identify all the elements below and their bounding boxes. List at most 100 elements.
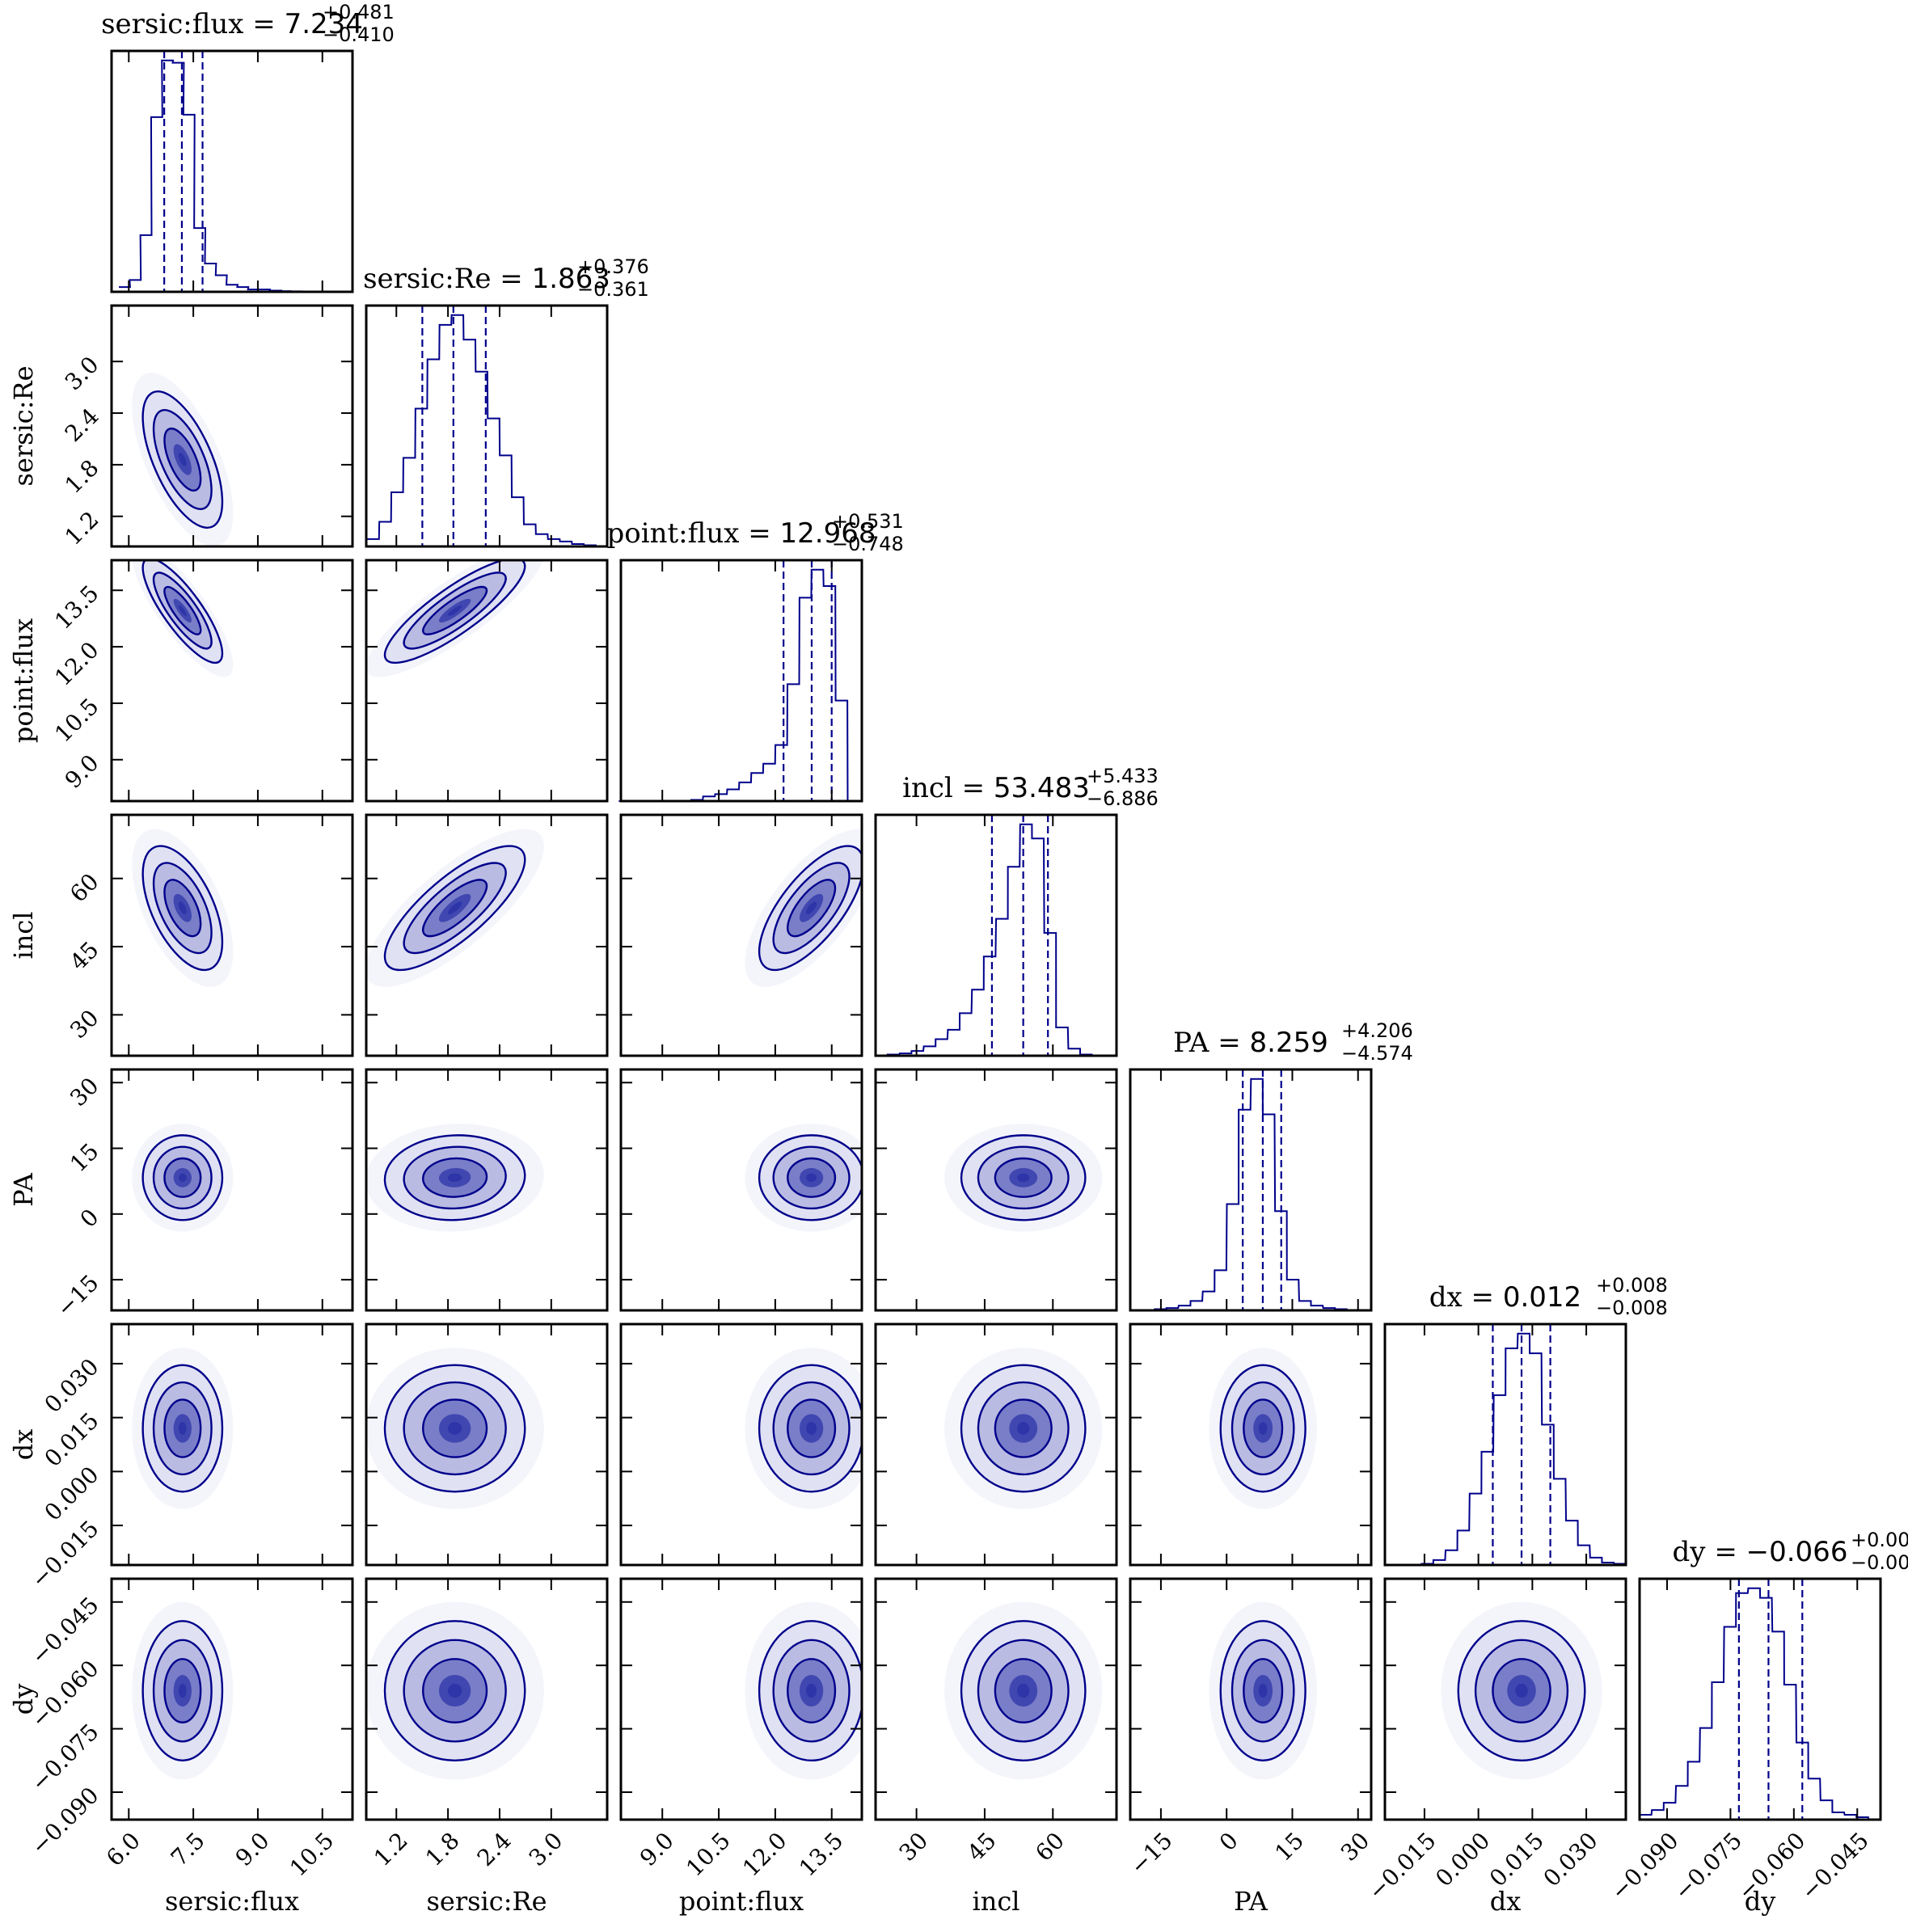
y-axis-label: dy xyxy=(8,1684,39,1715)
y-tick-label: 3.0 xyxy=(60,351,104,395)
panel-frame xyxy=(110,304,354,548)
y-axis-label: PA xyxy=(8,1172,39,1207)
title-error-plus: +0.008 xyxy=(1851,1529,1908,1551)
panel-frame xyxy=(1383,1577,1627,1821)
histogram-line xyxy=(367,314,608,547)
x-axis-label: PA xyxy=(1234,1886,1268,1917)
density-shade-5 xyxy=(806,1422,817,1435)
title-error-minus: −0.748 xyxy=(832,533,904,555)
x-tick-label: 13.5 xyxy=(794,1827,848,1881)
histogram-line xyxy=(1385,1332,1627,1566)
panel-sersic-flux-hist: sersic:flux = 7.234+0.481−0.410 xyxy=(101,1,395,293)
panel-frame xyxy=(1129,1322,1373,1567)
title-error-minus: −4.574 xyxy=(1341,1042,1413,1065)
contour-line-2 xyxy=(383,560,526,664)
x-tick-label: −0.090 xyxy=(1606,1827,1684,1905)
x-tick-label: 0.015 xyxy=(1484,1827,1549,1892)
density-group xyxy=(132,1124,234,1232)
title-error-plus: +0.481 xyxy=(323,1,395,23)
density-shade-5 xyxy=(178,605,187,616)
contour-line-0 xyxy=(422,1658,488,1723)
density-shade-5 xyxy=(1017,1422,1030,1435)
panel-frame xyxy=(110,813,354,1057)
contour-line-1 xyxy=(977,1639,1070,1743)
density-shade-5 xyxy=(1515,1683,1528,1698)
density-shade-5 xyxy=(447,1422,462,1435)
contour-line-0 xyxy=(787,1157,837,1198)
contour-line-1 xyxy=(403,572,507,650)
contour-line-0 xyxy=(163,1157,202,1198)
contour-line-0 xyxy=(1492,1658,1551,1723)
contour-line-0 xyxy=(994,1658,1053,1723)
title-median: 12.968 xyxy=(780,517,876,550)
panel-frame xyxy=(1129,1577,1373,1821)
density-group xyxy=(366,1348,544,1509)
contour-line-0 xyxy=(163,427,202,492)
title-error-minus: −0.410 xyxy=(323,23,395,46)
x-axis-label: dy xyxy=(1745,1886,1776,1917)
density-shade-5 xyxy=(178,1422,187,1435)
title-prefix: PA = xyxy=(1173,1027,1249,1059)
histogram-line xyxy=(876,823,1117,1057)
contour-line-1 xyxy=(403,1381,507,1476)
panel-frame xyxy=(874,1322,1118,1567)
panel-title-pa: PA = 8.259 xyxy=(1173,1027,1328,1059)
y-axis-label: dx xyxy=(8,1429,39,1461)
panel-frame xyxy=(110,1322,354,1567)
title-prefix: incl = xyxy=(902,772,994,804)
contour-line-0 xyxy=(422,879,488,938)
panel-point-flux-hist: point:flux = 12.968+0.531−0.748 xyxy=(607,510,904,803)
y-tick-label: 0 xyxy=(75,1204,104,1233)
contour-line-1 xyxy=(152,409,213,511)
panel-frame xyxy=(874,1577,1118,1821)
density-shade-5 xyxy=(178,453,187,466)
panel-frame xyxy=(365,1577,609,1821)
histogram-line xyxy=(618,568,860,802)
contour-line-0 xyxy=(163,1398,202,1458)
title-median: −0.066 xyxy=(1746,1536,1848,1568)
title-median: 8.259 xyxy=(1250,1027,1328,1059)
density-group xyxy=(132,1601,234,1780)
contour-line-1 xyxy=(152,1639,213,1743)
x-tick-label: 7.5 xyxy=(166,1827,210,1871)
contour-line-1 xyxy=(772,862,851,955)
contour-line-2 xyxy=(1457,1620,1586,1762)
density-group xyxy=(745,1124,862,1232)
contour-line-0 xyxy=(163,585,202,635)
density-shade-5 xyxy=(178,1173,187,1183)
panel-pa-hist: PA = 8.259 +4.206−4.574 xyxy=(1129,1019,1413,1312)
title-error-minus: −0.007 xyxy=(1851,1551,1908,1574)
contour-line-2 xyxy=(141,1134,224,1221)
x-tick-label: −0.045 xyxy=(1796,1827,1874,1905)
panel-frame xyxy=(1638,1577,1882,1821)
panel-frame xyxy=(365,1068,609,1312)
contour-line-2 xyxy=(758,845,862,972)
panel-dx-hist: dx = 0.012 +0.008−0.008 xyxy=(1383,1274,1668,1567)
panel-point-flux-vs-incl xyxy=(619,813,863,1057)
contour-line-2 xyxy=(141,845,224,972)
panel-sersic-re-vs-incl xyxy=(365,813,609,1057)
x-tick-label: 10.5 xyxy=(285,1827,339,1881)
title-prefix: dx = xyxy=(1429,1281,1503,1314)
density-shade-5 xyxy=(1017,1683,1030,1698)
contour-line-1 xyxy=(403,1145,507,1210)
y-tick-label: −15 xyxy=(51,1269,103,1322)
x-tick-label: −0.075 xyxy=(1669,1827,1747,1905)
x-tick-label: 12.0 xyxy=(737,1827,791,1881)
x-tick-label: 6.0 xyxy=(101,1827,146,1871)
panel-title-dx: dx = 0.012 xyxy=(1429,1281,1581,1314)
title-error-plus: +4.206 xyxy=(1341,1019,1413,1042)
contour-line-1 xyxy=(152,1381,213,1476)
title-error-minus: −0.361 xyxy=(577,278,649,301)
corner-panels: sersic:flux = 7.234+0.481−0.410 1.21.82.4… xyxy=(8,1,1908,1917)
y-tick-label: −0.045 xyxy=(26,1592,104,1670)
panel-frame xyxy=(365,813,609,1057)
x-tick-label: 9.0 xyxy=(230,1827,275,1871)
panel-frame xyxy=(874,813,1118,1057)
density-group xyxy=(1209,1348,1317,1509)
density-shade-5 xyxy=(447,1173,462,1183)
panel-sersic-re-vs-dy: 1.2 1.8 2.4 3.0 sersic:Re xyxy=(365,1577,609,1917)
